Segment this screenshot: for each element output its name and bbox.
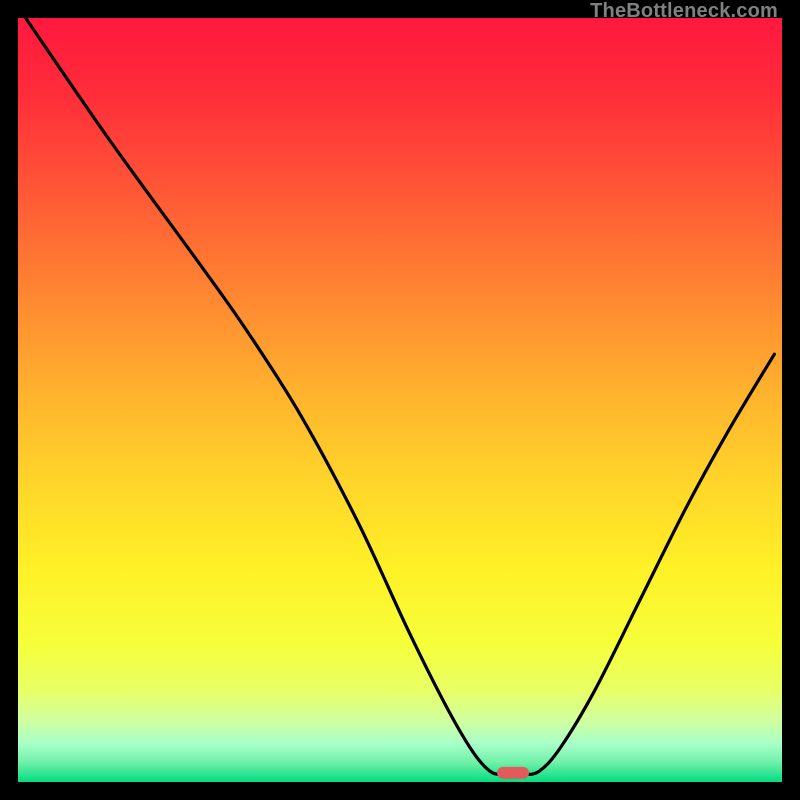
bottleneck-curve [26, 18, 775, 775]
plot-area [18, 18, 782, 782]
watermark-text: TheBottleneck.com [590, 0, 778, 23]
optimum-marker [497, 767, 529, 779]
curve-layer [18, 18, 782, 782]
